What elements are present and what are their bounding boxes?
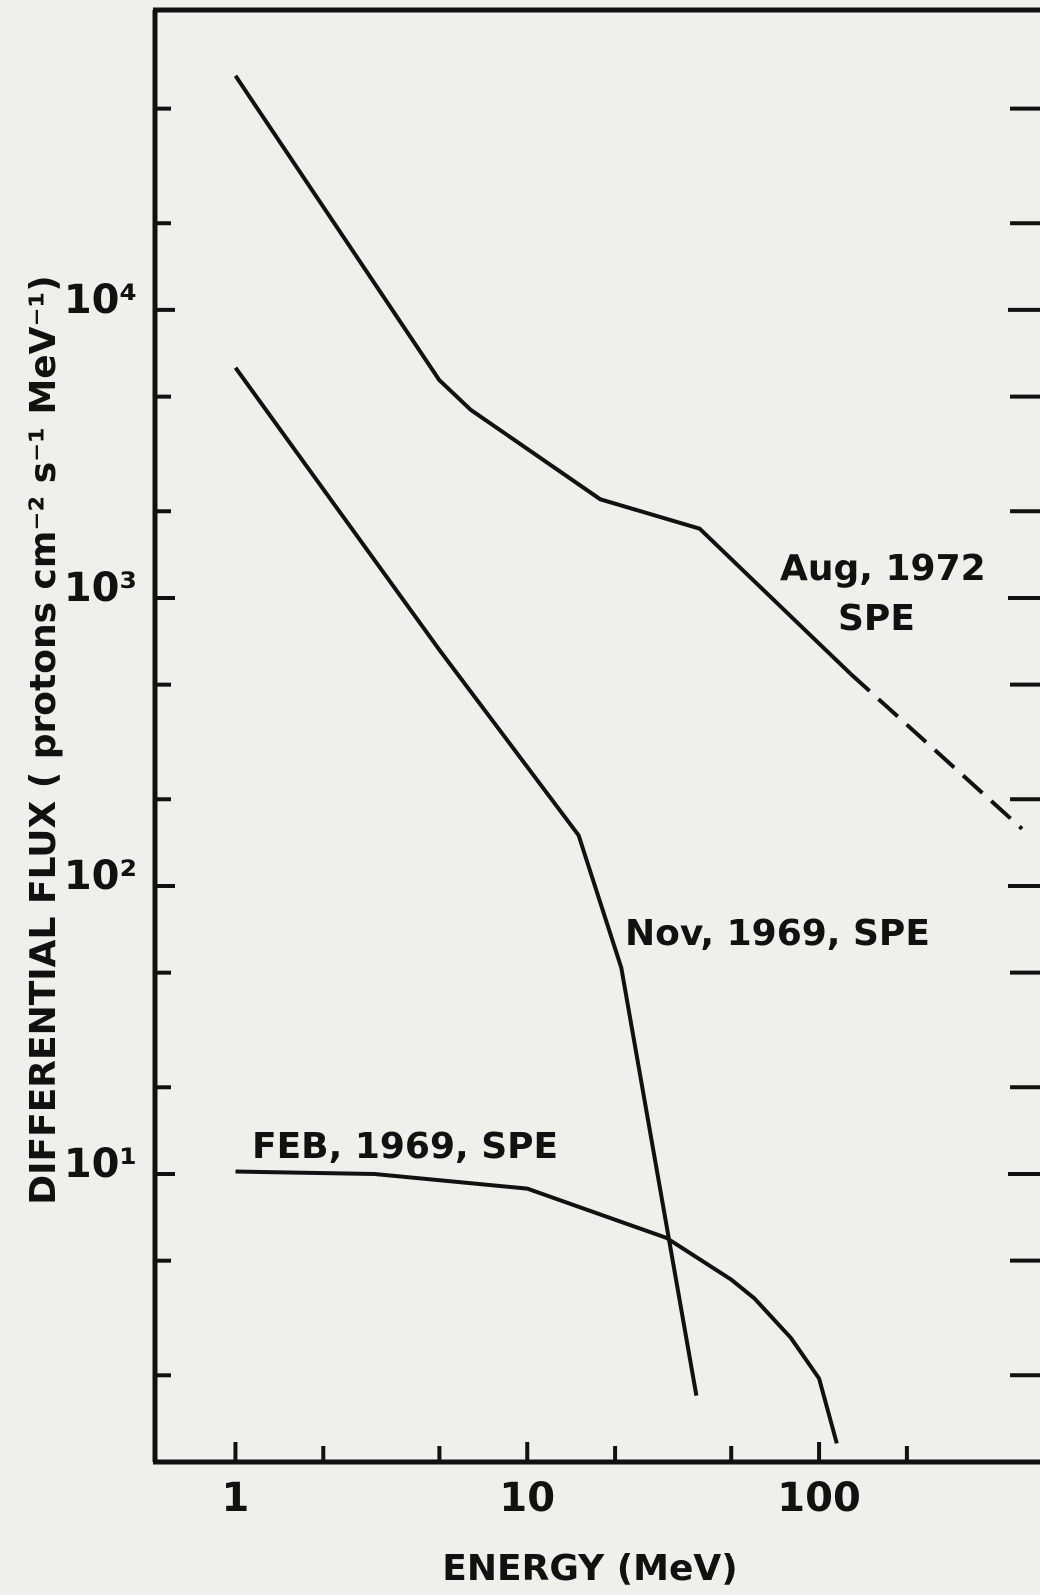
curve bbox=[233, 74, 852, 676]
y-tick-label: 10² bbox=[64, 853, 137, 899]
annotation: Nov, 1969, SPE bbox=[625, 913, 930, 954]
y-axis-label: DIFFERENTIAL FLUX ( protons cm⁻² s⁻¹ MeV… bbox=[23, 275, 64, 1205]
x-tick-label: 100 bbox=[777, 1475, 861, 1521]
annotation: Aug, 1972 bbox=[780, 548, 986, 589]
annotation: SPE bbox=[838, 598, 915, 639]
y-tick-label: 10¹ bbox=[64, 1141, 137, 1187]
curve bbox=[235, 1169, 839, 1444]
curve bbox=[233, 366, 699, 1396]
x-tick-label: 10 bbox=[499, 1475, 555, 1521]
x-tick-label: 1 bbox=[222, 1475, 250, 1521]
annotation: FEB, 1969, SPE bbox=[252, 1126, 558, 1167]
x-axis-label: ENERGY (MeV) bbox=[442, 1548, 737, 1589]
y-tick-label: 10⁴ bbox=[64, 277, 137, 323]
curve bbox=[848, 672, 1024, 831]
y-tick-label: 10³ bbox=[64, 565, 137, 611]
